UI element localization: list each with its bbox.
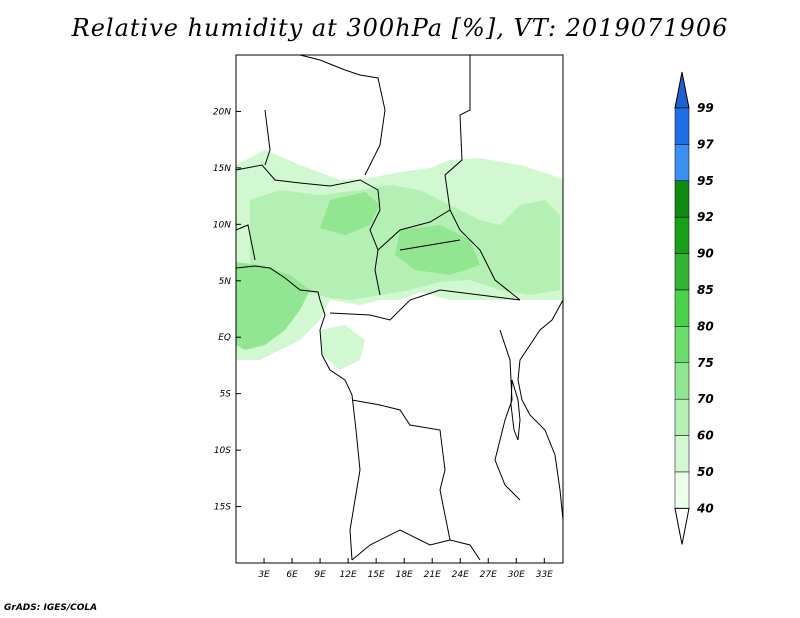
lat-label: EQ (218, 333, 231, 343)
humidity-region-inner-3 (395, 225, 480, 275)
country-borders (235, 54, 564, 561)
humidity-region-south (320, 325, 365, 370)
colorbar: 99 97 95 92 90 85 80 75 70 60 50 40 (674, 71, 714, 545)
lon-label: 15E (368, 570, 385, 580)
colorbar-label: 99 (697, 101, 714, 115)
colorbar-label: 90 (697, 247, 714, 261)
colorbar-swatch (674, 471, 690, 509)
lon-label: 12E (340, 570, 357, 580)
colorbar-label: 40 (696, 501, 714, 515)
lon-label: 6E (286, 570, 298, 580)
lon-label: 27E (480, 570, 497, 580)
border-chad-sudan (444, 55, 521, 301)
colorbar-swatch (674, 216, 690, 254)
border-car (377, 209, 461, 251)
latitude-axis: 20N 15N 10N 5N EQ 5S 10S 15S (213, 107, 241, 513)
colorbar-swatch (674, 398, 690, 436)
lat-label: 10S (214, 446, 231, 456)
lon-label: 21E (424, 570, 441, 580)
colorbar-top-arrow (674, 71, 690, 109)
border-nw (235, 109, 271, 261)
colorbar-label: 60 (697, 429, 714, 443)
border-south (351, 529, 451, 561)
humidity-shading (236, 150, 563, 370)
colorbar-swatch (674, 289, 690, 327)
colorbar-swatch (674, 253, 690, 291)
humidity-region-east (490, 230, 550, 285)
border-congo (329, 289, 521, 321)
border-sahel (235, 164, 381, 296)
colorbar-label: 92 (697, 210, 714, 224)
colorbar-label: 75 (697, 356, 714, 370)
colorbar-swatch (674, 180, 690, 218)
colorbar-label: 70 (697, 392, 714, 406)
lat-label: 5S (220, 390, 232, 400)
colorbar-swatch (674, 144, 690, 182)
colorbar-swatch (674, 435, 690, 473)
coastline-east (517, 299, 564, 521)
lon-label: 18E (396, 570, 413, 580)
colorbar-label: 80 (697, 319, 714, 333)
map-title: Relative humidity at 300hPa [%], VT: 201… (71, 14, 729, 42)
lat-label: 5N (219, 277, 232, 287)
border-north (299, 54, 386, 176)
colorbar-label: 95 (697, 174, 714, 188)
lat-label: 15N (213, 164, 231, 174)
border-drc-east (494, 329, 521, 501)
colorbar-swatch (674, 362, 690, 400)
grads-credit: GrADS: IGES/COLA (4, 603, 98, 613)
lat-label: 10N (213, 220, 231, 230)
humidity-region-inner (236, 262, 310, 350)
colorbar-label: 85 (697, 283, 714, 297)
map-frame (235, 54, 564, 564)
longitude-axis: 3E 6E 9E 12E 15E 18E 21E 24E 27E 30E 33E (258, 558, 553, 580)
lake-tanganyika (510, 379, 521, 441)
colorbar-label: 50 (697, 465, 714, 479)
lat-label: 20N (213, 107, 231, 117)
colorbar-swatch (674, 107, 690, 145)
lon-label: 33E (536, 570, 553, 580)
colorbar-bottom-arrow (674, 507, 690, 545)
lat-label: 15S (214, 503, 231, 513)
colorbar-swatch (674, 326, 690, 364)
border-drc-angola (351, 399, 481, 561)
lon-label: 24E (452, 570, 469, 580)
coastline-west (235, 265, 361, 561)
lon-label: 30E (508, 570, 525, 580)
humidity-region-inner-2 (320, 192, 380, 235)
colorbar-label: 97 (697, 137, 714, 151)
lon-label: 9E (314, 570, 326, 580)
lon-label: 3E (258, 570, 270, 580)
